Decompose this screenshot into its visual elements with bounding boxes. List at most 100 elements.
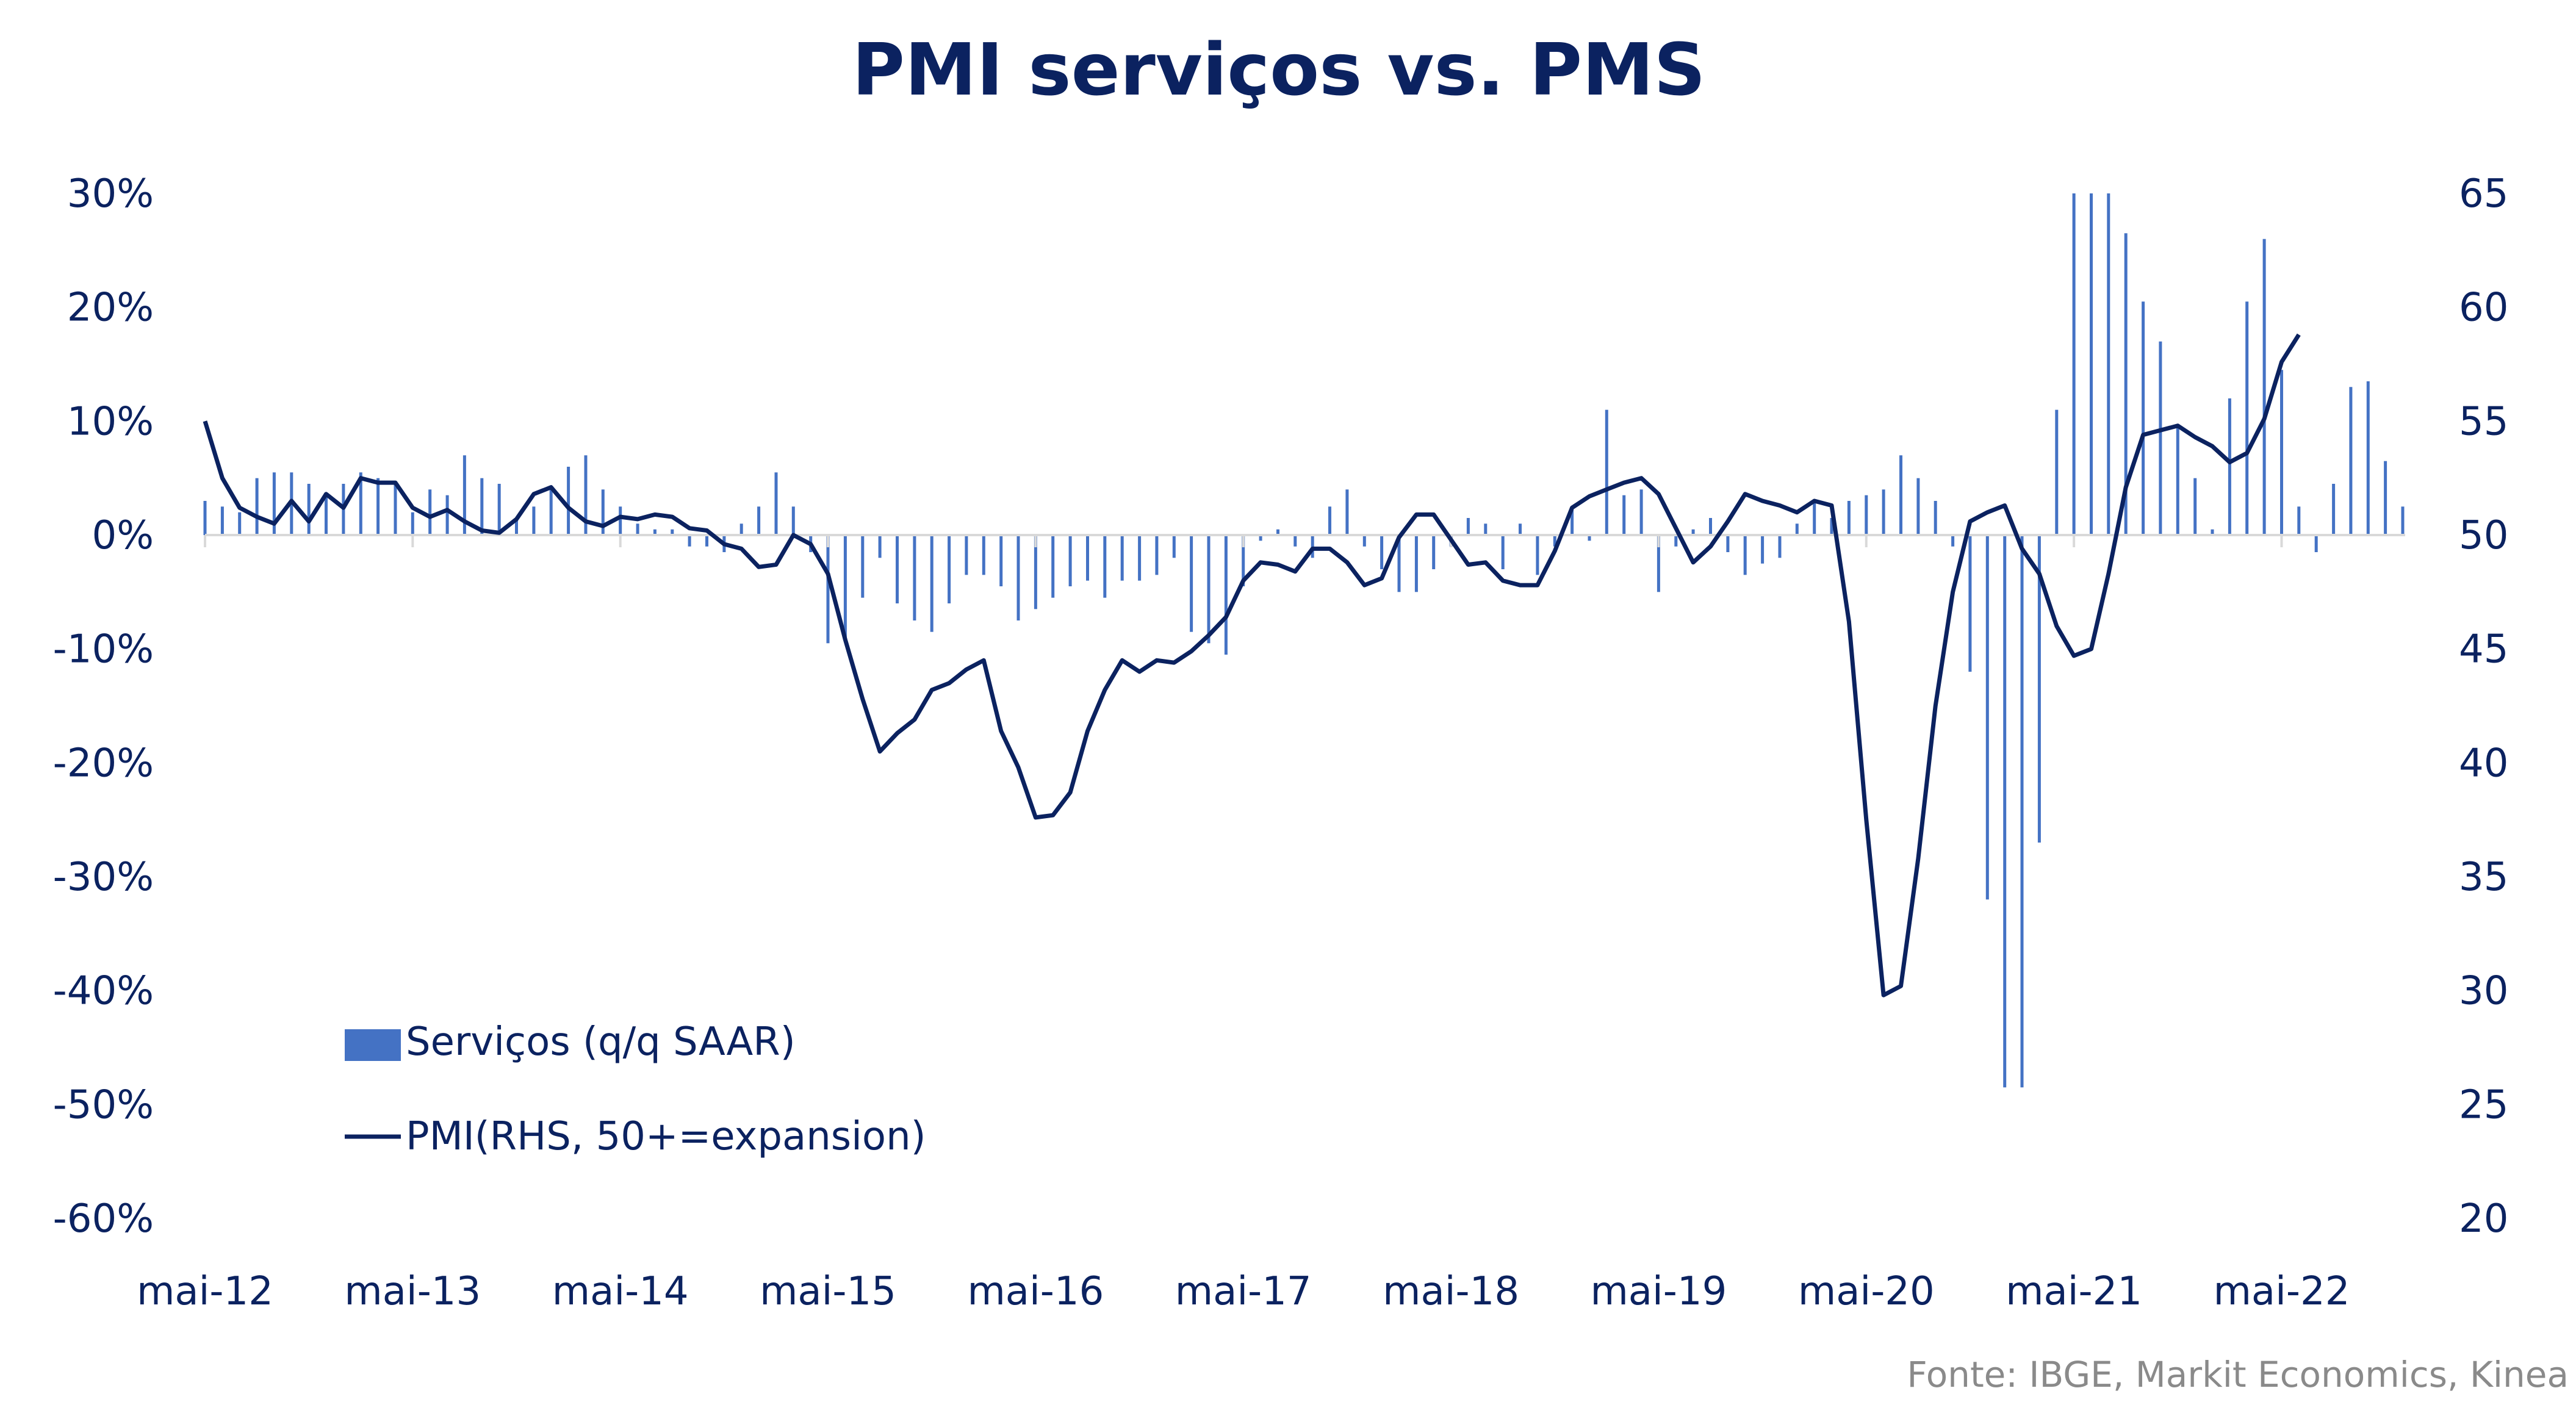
y-right-tick-label: 25 [2459,1082,2508,1127]
x-tick-label: mai-17 [1175,1269,1312,1314]
bar [1190,535,1193,632]
bar [2090,193,2093,535]
bar [2297,506,2301,535]
y-right-tick-label: 65 [2459,171,2508,217]
y-right-tick-label: 35 [2459,855,2508,900]
bar [1709,518,1712,535]
bar [982,535,985,575]
bar [757,506,761,535]
bar [1432,535,1436,569]
bar [359,472,362,535]
bar [2280,370,2283,535]
bar [1466,518,1470,535]
bar [1778,535,1782,558]
x-tick-label: mai-19 [1590,1269,1727,1314]
bar [2366,381,2370,535]
y-left-tick-label: -40% [53,969,154,1014]
y-left-tick-label: 10% [67,399,154,444]
bar [2072,193,2076,535]
bar [220,506,224,535]
x-axis-ticks [204,535,2283,547]
bar [2142,301,2145,535]
legend-swatch-servicos [345,1029,401,1061]
bar [1847,501,1851,535]
bar [1328,506,1331,535]
bar [1155,535,1159,575]
bar [965,535,968,575]
bar [2332,484,2336,535]
bar [2384,461,2387,535]
bar [2211,529,2214,535]
x-tick-label: mai-14 [552,1269,689,1314]
bar [999,535,1003,586]
line-series-pmi [203,333,2301,998]
bar [1172,535,1176,558]
bar [411,512,414,535]
x-tick-label: mai-22 [2214,1269,2350,1314]
bar [1293,535,1297,547]
bar [1051,535,1055,598]
bar [532,506,536,535]
bar [1761,535,1765,564]
bar [1553,535,1556,547]
x-tick-label: mai-20 [1798,1269,1935,1314]
bar [1484,523,1488,535]
bar [1968,535,1972,672]
bar [2193,478,2197,535]
x-tick-label: mai-13 [344,1269,481,1314]
bar [2159,341,2162,535]
bar [1985,535,1989,900]
x-tick-label: mai-21 [2006,1269,2142,1314]
bar [1570,506,1574,535]
y-right-tick-label: 20 [2459,1196,2508,1242]
legend-label-servicos: Serviços (q/q SAAR) [406,1019,796,1065]
bar [1743,535,1747,575]
x-tick-label: mai-15 [760,1269,896,1314]
bar [636,523,639,535]
bar [1207,535,1211,644]
bar [255,478,259,535]
bar [1068,535,1072,586]
y-axis-left: 30% 20% 10% 0% -10% -20% -30% -40% -50% -60% [53,171,154,1242]
bar [549,489,553,535]
bar [1501,535,1505,569]
legend-label-pmi: PMI(RHS, 50+=expansion) [406,1114,926,1159]
bar [843,535,847,638]
bar [948,535,951,603]
bar [688,535,691,547]
y-left-tick-label: -10% [53,627,154,672]
bar [1224,535,1228,655]
bar [826,535,830,644]
bar [1242,535,1245,586]
bar [1865,495,1868,535]
bar [1605,409,1608,535]
source-note: Fonte: IBGE, Markit Economics, Kinea [1907,1354,2569,1395]
bar [307,484,311,535]
y-left-tick-label: 20% [67,286,154,331]
bar [325,495,328,535]
bar [774,472,778,535]
bar [567,467,570,535]
bar [203,501,207,535]
bar [1016,535,1020,620]
y-right-tick-label: 50 [2459,513,2508,558]
bar [462,455,466,535]
bar [480,478,484,535]
bar [1795,523,1799,535]
bar [619,506,622,535]
bar [272,472,276,535]
y-axis-right: 65 60 55 50 45 40 35 30 25 20 [2459,171,2508,1242]
bar [1034,535,1037,609]
y-left-tick-label: -50% [53,1082,154,1127]
bar [2003,535,2007,1088]
bar [1259,535,1262,541]
bar [376,478,380,535]
x-tick-label: mai-12 [137,1269,273,1314]
y-right-tick-label: 55 [2459,399,2508,444]
bar [497,484,501,535]
bar [584,455,588,535]
bar [2107,193,2110,535]
y-left-tick-label: -60% [53,1196,154,1242]
bar [428,489,432,535]
